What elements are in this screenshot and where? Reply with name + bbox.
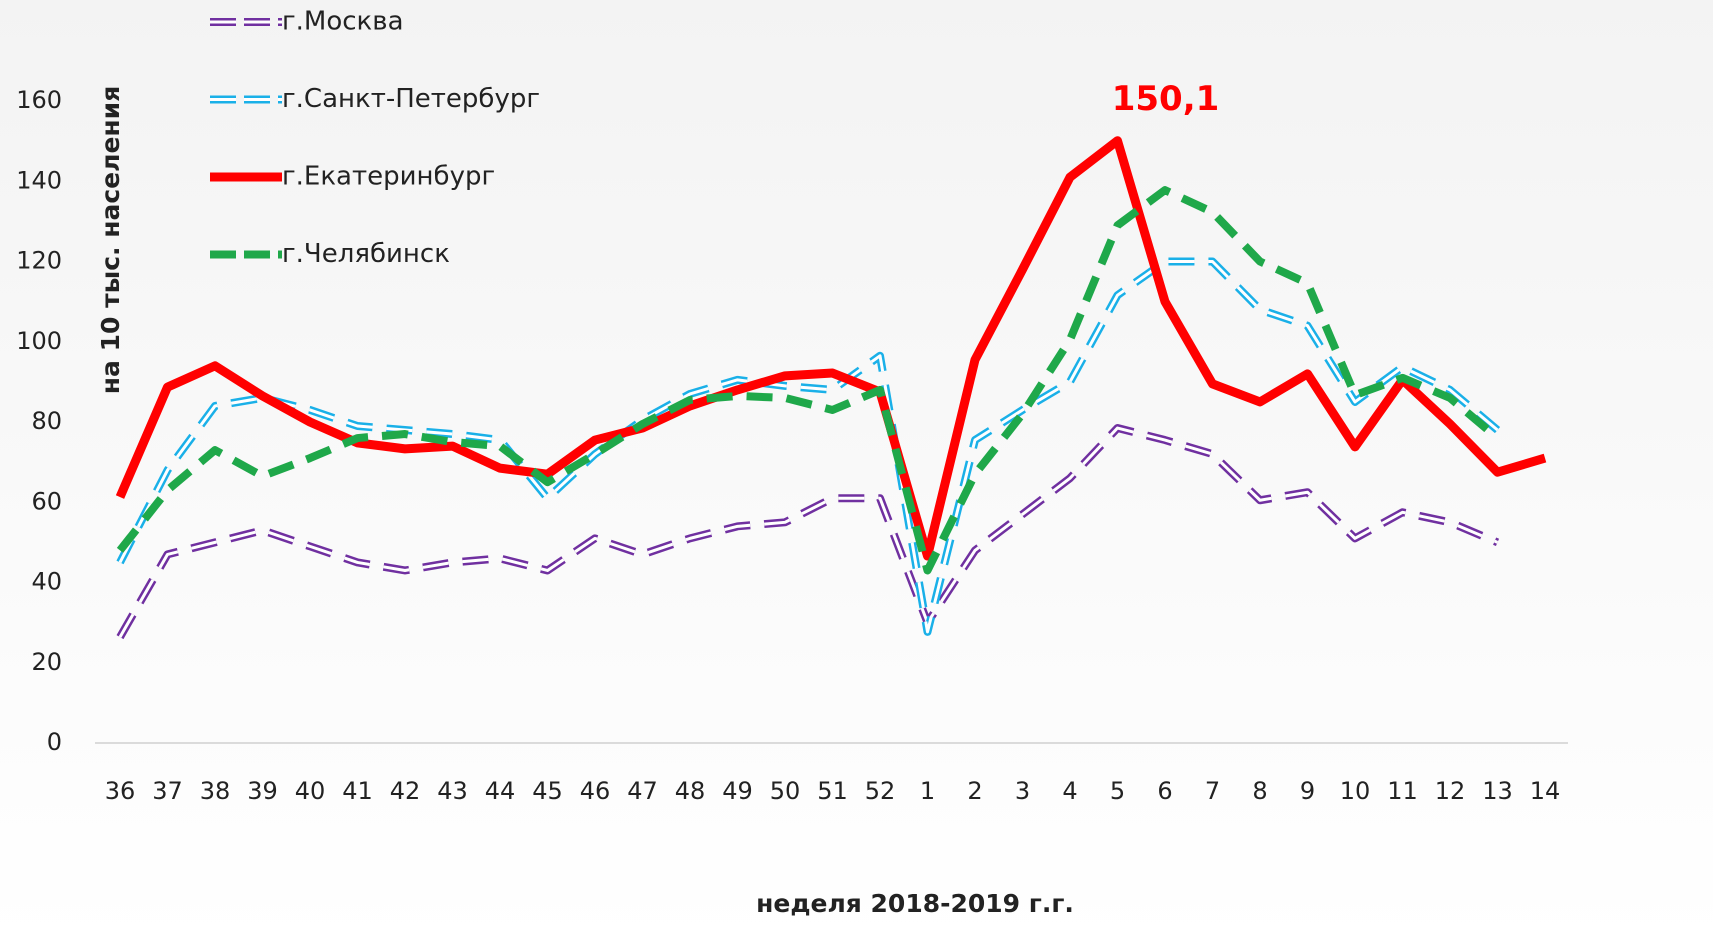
x-tick-label: 52 <box>865 777 896 805</box>
data-label: 150,1 <box>1112 79 1220 119</box>
x-axis-label: неделя 2018-2019 г.г. <box>756 889 1074 918</box>
x-tick-label: 40 <box>295 777 326 805</box>
legend-label: г.Москва <box>282 7 404 37</box>
y-tick-label: 80 <box>31 407 62 435</box>
x-tick-label: 1 <box>920 777 935 805</box>
x-tick-label: 44 <box>485 777 516 805</box>
x-tick-label: 13 <box>1482 777 1513 805</box>
x-tick-label: 12 <box>1435 777 1466 805</box>
x-tick-label: 7 <box>1205 777 1220 805</box>
series-line <box>116 424 1500 640</box>
series-line <box>115 136 1547 561</box>
x-tick-label: 38 <box>200 777 231 805</box>
x-tick-label: 10 <box>1340 777 1371 805</box>
x-tick-label: 48 <box>675 777 706 805</box>
x-tick-label: 46 <box>580 777 611 805</box>
x-tick-label: 39 <box>247 777 278 805</box>
x-tick-label: 41 <box>342 777 373 805</box>
x-tick-label: 42 <box>390 777 421 805</box>
x-tick-label: 4 <box>1062 777 1077 805</box>
series-line <box>118 426 1499 638</box>
y-tick-label: 120 <box>16 247 62 275</box>
x-tick-label: 45 <box>532 777 563 805</box>
x-tick-label: 5 <box>1110 777 1125 805</box>
y-axis-label: на 10 тыс. населения <box>96 86 125 394</box>
x-tick-label: 36 <box>105 777 136 805</box>
y-tick-label: 140 <box>16 166 62 194</box>
x-tick-label: 37 <box>152 777 183 805</box>
series-line <box>116 257 1501 636</box>
x-tick-label: 51 <box>817 777 848 805</box>
y-tick-label: 60 <box>31 487 62 515</box>
series-line <box>116 186 1501 575</box>
x-tick-label: 3 <box>1015 777 1030 805</box>
x-tick-label: 8 <box>1252 777 1267 805</box>
x-tick-label: 49 <box>722 777 753 805</box>
y-tick-label: 40 <box>31 568 62 596</box>
legend-label: г.Челябинск <box>282 239 450 269</box>
x-tick-label: 2 <box>967 777 982 805</box>
x-tick-label: 14 <box>1530 777 1561 805</box>
y-tick-label: 160 <box>16 86 62 114</box>
x-tick-label: 50 <box>770 777 801 805</box>
y-tick-label: 100 <box>16 327 62 355</box>
x-tick-label: 11 <box>1387 777 1418 805</box>
legend-label: г.Санкт-Петербург <box>282 84 540 114</box>
x-tick-label: 6 <box>1157 777 1172 805</box>
x-tick-label: 43 <box>437 777 468 805</box>
y-tick-label: 20 <box>31 648 62 676</box>
y-tick-label: 0 <box>47 728 62 756</box>
x-tick-label: 47 <box>627 777 658 805</box>
x-tick-label: 9 <box>1300 777 1315 805</box>
series-line <box>118 260 1499 634</box>
legend-label: г.Екатеринбург <box>282 162 495 192</box>
